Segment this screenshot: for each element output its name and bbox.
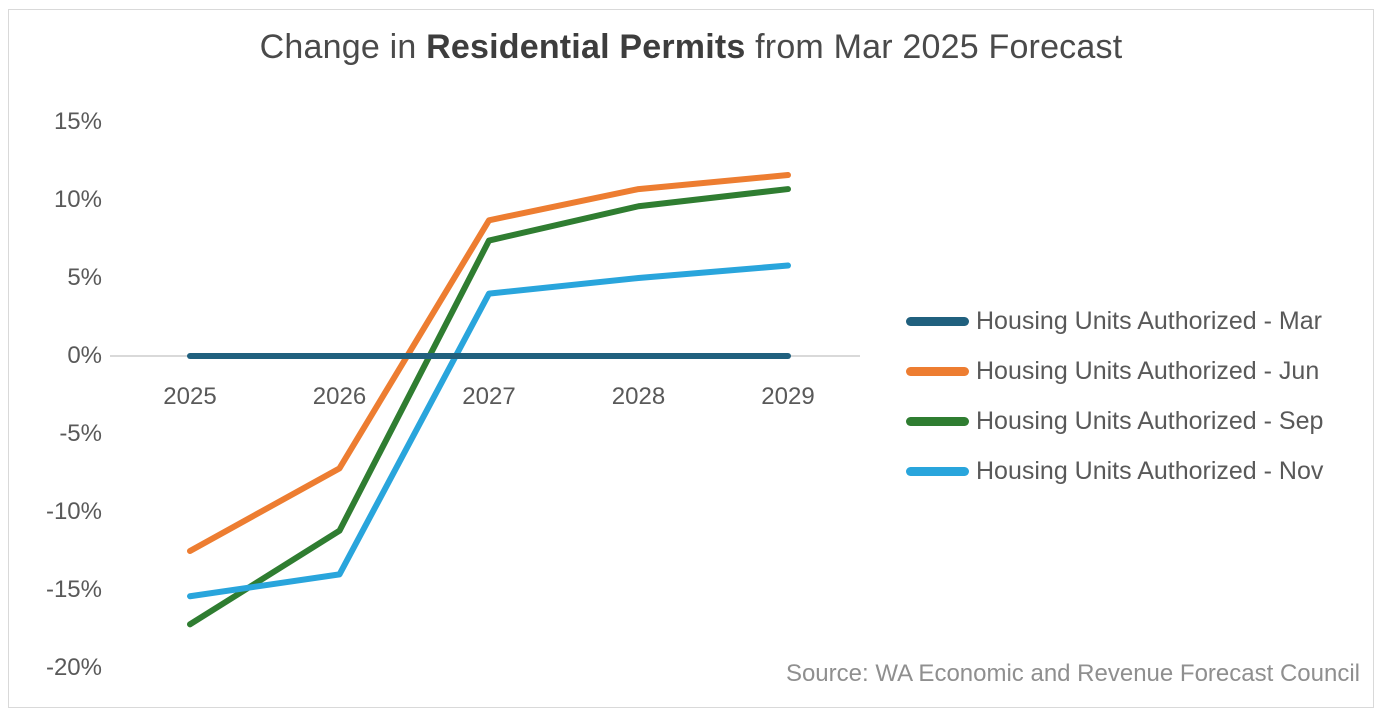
title-prefix: Change in (259, 28, 427, 66)
chart-border (8, 9, 1374, 708)
x-tick-label: 2028 (611, 383, 666, 410)
x-tick-label: 2026 (312, 383, 367, 410)
legend: Housing Units Authorized - Mar Housing Un… (906, 296, 1323, 496)
y-tick-label: -20% (45, 654, 102, 681)
y-tick-label: -15% (45, 576, 102, 603)
legend-label: Housing Units Authorized - Sep (976, 406, 1324, 435)
y-tick-label: -5% (59, 420, 102, 447)
series-line-sep (187, 186, 791, 628)
y-tick-label: -10% (45, 498, 102, 525)
legend-label: Housing Units Authorized - Nov (976, 456, 1324, 485)
y-tick-label: 10% (53, 186, 102, 213)
x-tick-label: 2025 (163, 383, 217, 410)
legend-item: Housing Units Authorized - Nov (906, 446, 1323, 496)
legend-label: Housing Units Authorized - Jun (976, 356, 1320, 385)
legend-item: Housing Units Authorized - Mar (906, 296, 1323, 346)
legend-swatch-icon (906, 316, 969, 326)
y-tick-label: 15% (53, 108, 102, 135)
x-tick-label: 2029 (761, 383, 815, 410)
source-note: Source: WA Economic and Revenue Forecast… (785, 660, 1360, 687)
y-tick-label: 0% (67, 342, 102, 369)
legend-item: Housing Units Authorized - Sep (906, 396, 1323, 446)
legend-label: Housing Units Authorized - Mar (976, 306, 1322, 335)
x-tick-label: 2027 (462, 383, 516, 410)
series-line-nov (187, 262, 791, 600)
title-suffix: from Mar 2025 Forecast (745, 28, 1123, 66)
y-tick-label: 5% (67, 264, 102, 291)
series-line-jun (187, 172, 791, 554)
legend-swatch-icon (906, 416, 969, 426)
legend-swatch-icon (906, 366, 969, 376)
legend-swatch-icon (906, 466, 969, 476)
legend-item: Housing Units Authorized - Jun (906, 346, 1323, 396)
chart-title: Change in Residential Permits from Mar 2… (0, 28, 1382, 67)
title-bold: Residential Permits (426, 28, 746, 66)
